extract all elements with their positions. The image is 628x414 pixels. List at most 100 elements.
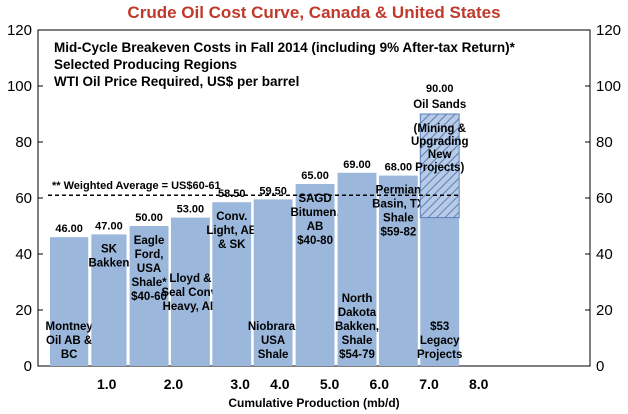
bar-name-label: Oil AB & xyxy=(46,335,92,347)
bar-group: 58.50 Conv. Light, AB & SK xyxy=(206,188,257,366)
x-axis-label: Cumulative Production (mb/d) xyxy=(228,396,399,410)
bar-name-label: Bitumen, xyxy=(290,207,339,219)
bar xyxy=(129,226,169,366)
bar-name-label: Ford, xyxy=(135,249,164,261)
bar xyxy=(295,184,335,366)
bar-segment-label: Legacy xyxy=(420,335,460,347)
bar-name-label: Dakota xyxy=(338,307,377,319)
bar-name-label: $54-79 xyxy=(339,349,375,361)
y-tick-label-left: 80 xyxy=(15,134,32,151)
bar xyxy=(212,202,252,366)
bar-name-label: Heavy, AB xyxy=(163,301,219,313)
bar-value-label: 59.50 xyxy=(259,185,287,197)
bar-new-projects xyxy=(419,113,460,219)
bar-segment-label: Projects xyxy=(417,349,462,361)
bar-value-label: 53.00 xyxy=(177,204,205,216)
bar-name-label: $59-82 xyxy=(380,227,416,239)
bar-name-label: Shale xyxy=(258,349,289,361)
y-axis-left: 0 20 40 60 80 100 120 xyxy=(7,22,43,375)
bar-name-label: Shale xyxy=(342,335,373,347)
bar-value-label: 50.00 xyxy=(135,212,163,224)
bar-segment-label: New xyxy=(428,149,452,161)
bar-name-label: $40-60 xyxy=(131,291,167,303)
subtitle-line: WTI Oil Price Required, US$ per barrel xyxy=(54,74,299,89)
bar-name-label: SK xyxy=(101,243,118,255)
y-tick-label-left: 60 xyxy=(15,190,32,207)
bar-segment-label: (Mining & xyxy=(414,123,466,135)
bar-value-label: 47.00 xyxy=(95,220,123,232)
chart-subtitle: Mid-Cycle Breakeven Costs in Fall 2014 (… xyxy=(54,40,516,89)
bar-name-label: Eagle xyxy=(134,235,165,247)
x-tick-label: 8.0 xyxy=(469,376,489,392)
bar-group: 50.00 Eagle Ford, USA Shale* $40-60 xyxy=(129,212,169,366)
bar-name-label: Bakken xyxy=(88,257,129,269)
chart-title: Crude Oil Cost Curve, Canada & United St… xyxy=(127,3,500,22)
y-tick-label-right: 20 xyxy=(596,302,613,319)
bar-name-label: Niobrara, xyxy=(248,321,299,333)
x-tick-label: 2.0 xyxy=(164,376,184,392)
bar-name-label: AB xyxy=(307,221,324,233)
x-tick-label: 5.0 xyxy=(320,376,340,392)
bar xyxy=(337,172,377,366)
subtitle-line: Mid-Cycle Breakeven Costs in Fall 2014 (… xyxy=(54,40,516,55)
bar-name-label: Oil Sands xyxy=(413,99,466,111)
bar-value-label: 68.00 xyxy=(385,162,413,174)
bar-value-label: 65.00 xyxy=(301,170,329,182)
bar-name-label: Bakken, xyxy=(335,321,379,333)
bar-group: 53.00 Lloyd & Seal Conv. Heavy, AB xyxy=(161,204,219,366)
bar-group: 68.00 Permian Basin, TX Shale $59-82 xyxy=(372,162,425,366)
bar xyxy=(378,175,418,366)
bar xyxy=(170,217,210,366)
x-tick-label: 3.0 xyxy=(230,376,250,392)
x-tick-label: 1.0 xyxy=(97,376,117,392)
bar-name-label: North xyxy=(342,293,373,305)
bar-value-label: 58.50 xyxy=(218,188,246,200)
y-tick-label-left: 120 xyxy=(7,22,32,39)
bar-group: 65.00 SAGD Bitumen, AB $40-80 xyxy=(290,170,340,366)
bar-value-label: 90.00 xyxy=(426,83,454,95)
bar-value-label: 69.00 xyxy=(343,159,371,171)
y-tick-label-right: 100 xyxy=(596,78,621,95)
reference-line-label: ** Weighted Average = US$60-61 xyxy=(52,180,221,192)
bar-group: 47.00 SK Bakken xyxy=(88,220,129,366)
y-tick-label-right: 0 xyxy=(596,358,604,375)
y-tick-label-left: 0 xyxy=(24,358,32,375)
bar-name-label: Basin, TX xyxy=(372,199,425,211)
bar-name-label: USA xyxy=(137,263,161,275)
bar-group: 46.00 Montney Oil AB & BC xyxy=(45,223,93,366)
y-tick-label-right: 60 xyxy=(596,190,613,207)
bar-segment-label: Upgrading xyxy=(411,136,469,148)
bar-value-label: 46.00 xyxy=(55,223,83,235)
x-tick-label: 7.0 xyxy=(419,376,439,392)
subtitle-line: Selected Producing Regions xyxy=(54,57,237,72)
bar-name-label: Light, AB xyxy=(206,225,257,237)
bar-name-label: Lloyd & xyxy=(169,273,211,285)
x-axis: 1.0 2.0 3.0 4.0 5.0 6.0 7.0 8.0 xyxy=(97,376,489,392)
weighted-average-line: ** Weighted Average = US$60-61 xyxy=(48,180,460,196)
y-tick-label-left: 100 xyxy=(7,78,32,95)
bar-name-label: SAGD xyxy=(298,193,331,205)
bar-name-label: Conv. xyxy=(216,211,247,223)
bar-segment-label: Projects) xyxy=(415,162,464,174)
bar xyxy=(91,234,127,366)
bar-name-label: & SK xyxy=(218,239,246,251)
bar-name-label: Permian xyxy=(376,185,421,197)
y-tick-label-right: 120 xyxy=(596,22,621,39)
bar xyxy=(50,237,89,366)
bar-name-label: USA xyxy=(261,335,285,347)
bar-group: 59.50 Niobrara, USA Shale xyxy=(248,185,299,366)
x-tick-label: 6.0 xyxy=(370,376,390,392)
bar-name-label: Shale* xyxy=(131,277,167,289)
bar-group: 69.00 North Dakota Bakken, Shale $54-79 xyxy=(335,159,379,366)
y-tick-label-right: 80 xyxy=(596,134,613,151)
bar-name-label: Shale xyxy=(383,213,414,225)
bar-name-label: Montney xyxy=(45,321,93,333)
y-axis-right: 0 20 40 60 80 100 120 xyxy=(585,22,621,375)
bar-name-label: Seal Conv. xyxy=(161,287,219,299)
bar xyxy=(253,199,293,366)
bar-legacy xyxy=(420,217,460,366)
bar-name-label: BC xyxy=(61,349,78,361)
y-tick-label-right: 40 xyxy=(596,246,613,263)
